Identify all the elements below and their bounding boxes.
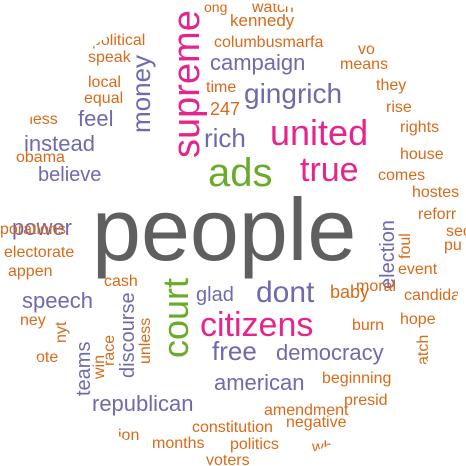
word-columbusmarfa: columbusmarfa [214, 34, 324, 51]
word-sec: sec [446, 223, 466, 240]
word-voters: voters [206, 452, 250, 466]
word-unless: unless [137, 317, 154, 364]
word-campaign: campaign [210, 50, 306, 75]
word-true: true [300, 151, 359, 189]
word-event: event [398, 261, 438, 278]
word-united: united [270, 112, 369, 153]
word-kennedy: kennedy [230, 11, 295, 30]
word-democracy: democracy [276, 340, 384, 365]
word-pu: pu [444, 237, 462, 254]
word-foul: foul [397, 233, 414, 259]
word-moral: moral [356, 278, 397, 295]
word-appen: appen [8, 263, 53, 280]
word-house: house [400, 146, 444, 163]
word-free: free [212, 336, 257, 366]
word-obama: obama [16, 149, 65, 166]
word-vo: vo [358, 41, 375, 58]
word-reforr: reforr [418, 206, 457, 223]
word-means: means [340, 56, 389, 73]
word-politics: politics [230, 436, 279, 453]
word-supreme: supreme [166, 10, 208, 158]
word-watch: watch [252, 0, 294, 16]
word-hope: hope [400, 311, 436, 328]
word-they: they [376, 77, 407, 94]
word-believe: believe [38, 164, 102, 186]
word-power: power [12, 215, 72, 240]
word-political: political [92, 32, 146, 49]
word-rich: rich [204, 123, 246, 153]
word-race: race [101, 334, 118, 366]
word-time: time [206, 79, 237, 96]
word-ion: ion [118, 427, 140, 444]
word-citizens: citizens [200, 306, 314, 344]
word-instead: instead [24, 131, 95, 156]
word-hostes: hostes [412, 184, 460, 201]
word-electorate: electorate [4, 244, 75, 261]
word-constitution: constitution [192, 419, 273, 436]
word-atch: atch [415, 334, 432, 365]
word-rise: rise [386, 99, 412, 116]
word-porations: porations [0, 221, 66, 238]
word-beginning: beginning [322, 370, 392, 387]
word-equal: equal [84, 90, 124, 107]
word-discourse: discourse [117, 292, 139, 378]
word-candidate: candidate [404, 287, 466, 304]
word-ong: ong [204, 0, 228, 15]
word-speak: speak [88, 49, 131, 66]
word-gingrich: gingrich [244, 78, 343, 109]
word-wha: wha [312, 439, 342, 456]
word-feel: feel [78, 106, 114, 131]
word-baby: baby [330, 282, 370, 302]
word-comes: comes [378, 167, 426, 184]
word-money: money [126, 54, 156, 133]
word-presid: presid [344, 392, 388, 409]
word-rights: rights [400, 119, 440, 136]
word-dont: dont [256, 276, 315, 309]
word-nyt: nyt [53, 321, 70, 343]
word-speech: speech [22, 288, 93, 313]
word-amendment: amendment [264, 402, 349, 419]
word-ads: ads [208, 151, 273, 195]
word-local: local [88, 74, 121, 91]
word-ote: ote [36, 349, 59, 366]
word-court: court [155, 277, 196, 358]
word-ney: ney [20, 312, 46, 329]
word-republican: republican [92, 391, 194, 416]
word-months: months [152, 435, 205, 452]
word-ness: ness [24, 111, 58, 128]
word-burn: burn [352, 317, 385, 334]
word-american: american [214, 370, 305, 395]
word-people: people [92, 180, 357, 279]
word-negative: negative [286, 414, 347, 431]
word-glad: glad [196, 284, 234, 306]
word-247: 247 [210, 99, 241, 119]
word-cash: cash [104, 273, 138, 290]
